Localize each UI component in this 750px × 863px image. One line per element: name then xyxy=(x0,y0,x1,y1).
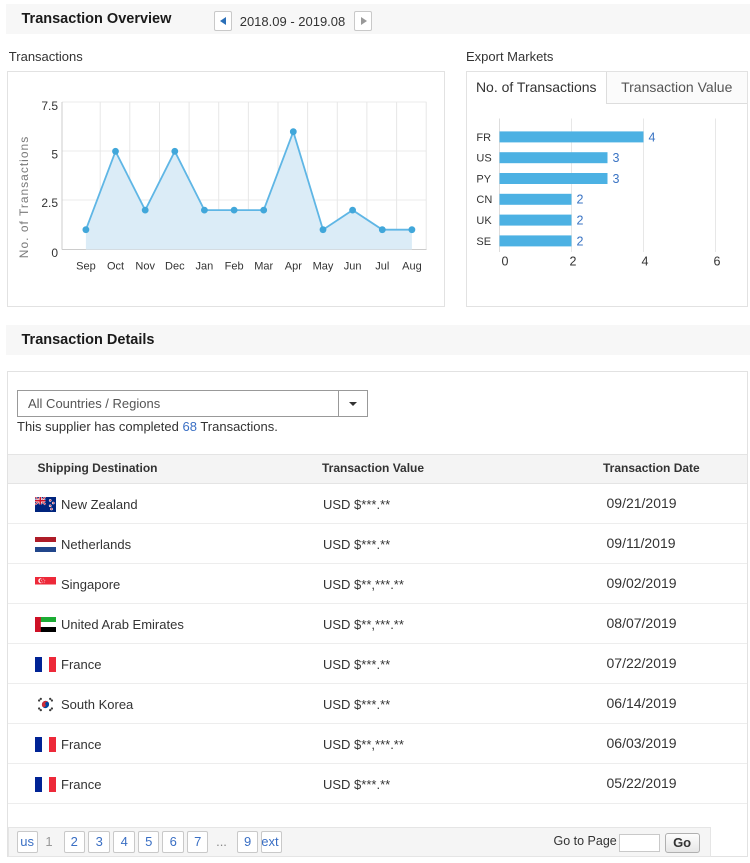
svg-text:PY: PY xyxy=(476,173,491,185)
svg-text:Apr: Apr xyxy=(284,261,301,273)
svg-text:4: 4 xyxy=(642,254,649,268)
svg-text:Mar: Mar xyxy=(254,261,273,273)
svg-text:2: 2 xyxy=(577,234,584,248)
svg-text:0: 0 xyxy=(51,246,58,260)
svg-text:6: 6 xyxy=(714,254,721,268)
svg-text:2: 2 xyxy=(577,192,584,206)
svg-text:Feb: Feb xyxy=(224,261,243,273)
svg-text:May: May xyxy=(312,261,333,273)
svg-text:3: 3 xyxy=(613,151,620,165)
svg-text:Jun: Jun xyxy=(343,261,361,273)
svg-text:FR: FR xyxy=(476,131,491,143)
svg-text:SE: SE xyxy=(476,235,491,247)
svg-text:Oct: Oct xyxy=(106,261,123,273)
svg-text:No. of Transactions: No. of Transactions xyxy=(17,136,31,258)
svg-text:2.5: 2.5 xyxy=(41,196,58,210)
svg-text:7.5: 7.5 xyxy=(41,99,58,113)
svg-text:Jul: Jul xyxy=(375,261,389,273)
svg-text:CN: CN xyxy=(476,194,492,206)
svg-text:0: 0 xyxy=(502,254,509,268)
svg-text:5: 5 xyxy=(51,147,58,161)
svg-text:Jan: Jan xyxy=(195,261,213,273)
svg-text:Nov: Nov xyxy=(135,261,155,273)
svg-text:2: 2 xyxy=(577,213,584,227)
svg-text:Dec: Dec xyxy=(165,261,185,273)
svg-text:2: 2 xyxy=(570,254,577,268)
svg-text:Aug: Aug xyxy=(402,261,422,273)
svg-text:Sep: Sep xyxy=(76,261,96,273)
svg-text:US: US xyxy=(476,152,491,164)
svg-text:4: 4 xyxy=(649,130,656,144)
svg-text:UK: UK xyxy=(476,215,492,227)
svg-text:3: 3 xyxy=(613,171,620,185)
